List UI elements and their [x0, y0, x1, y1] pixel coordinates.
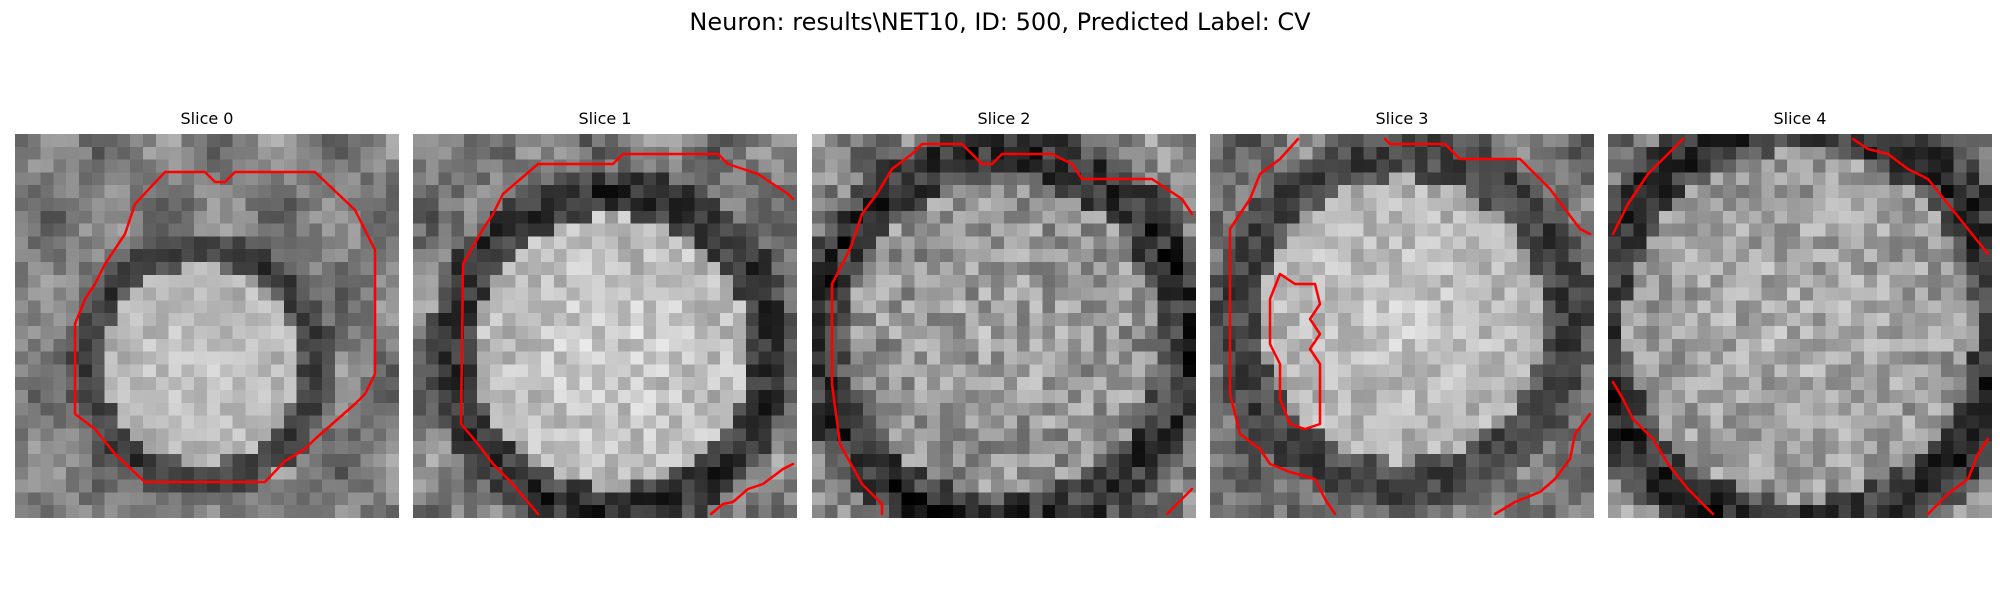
contour-overlay — [1611, 137, 1990, 516]
contour-line — [1926, 437, 1990, 516]
contour-line — [830, 142, 1194, 516]
slice-image — [1608, 134, 1992, 518]
slice-image-frame — [1608, 134, 1992, 518]
slice-title: Slice 4 — [1773, 109, 1827, 128]
figure-title: Neuron: results\NET10, ID: 500, Predicte… — [689, 8, 1311, 36]
contour-line — [1851, 137, 1990, 256]
slice-image — [1210, 134, 1594, 518]
slice-image — [812, 134, 1196, 518]
slice-panel-0: Slice 0 — [15, 108, 399, 518]
slice-panel-4: Slice 4 — [1608, 108, 1992, 518]
contour-line — [1611, 380, 1715, 516]
slice-image-frame — [812, 134, 1196, 518]
contour-line — [73, 170, 377, 484]
slice-image-frame — [15, 134, 399, 518]
slice-title: Slice 0 — [180, 109, 234, 128]
contour-line — [1611, 137, 1685, 236]
slice-title: Slice 1 — [578, 109, 632, 128]
contour-line — [1493, 412, 1592, 516]
slice-title: Slice 2 — [977, 109, 1031, 128]
contour-line — [709, 462, 795, 516]
slice-panel-1: Slice 1 — [413, 108, 797, 518]
slice-image-frame — [413, 134, 797, 518]
slice-image — [413, 134, 797, 518]
contour-line — [1268, 272, 1322, 431]
contour-overlay — [73, 170, 377, 484]
contour-line — [1383, 137, 1592, 236]
slice-panel-2: Slice 2 — [812, 108, 1196, 518]
contour-line — [459, 162, 540, 516]
slice-title: Slice 3 — [1375, 109, 1429, 128]
contour-overlay — [830, 142, 1194, 516]
slice-image — [15, 134, 399, 518]
contour-line — [1165, 487, 1194, 516]
contour-line — [1228, 137, 1337, 516]
contour-overlay — [459, 152, 795, 516]
slice-image-frame — [1210, 134, 1594, 518]
contour-line — [536, 152, 795, 201]
slice-panel-3: Slice 3 — [1210, 108, 1594, 518]
contour-overlay — [1228, 137, 1592, 516]
